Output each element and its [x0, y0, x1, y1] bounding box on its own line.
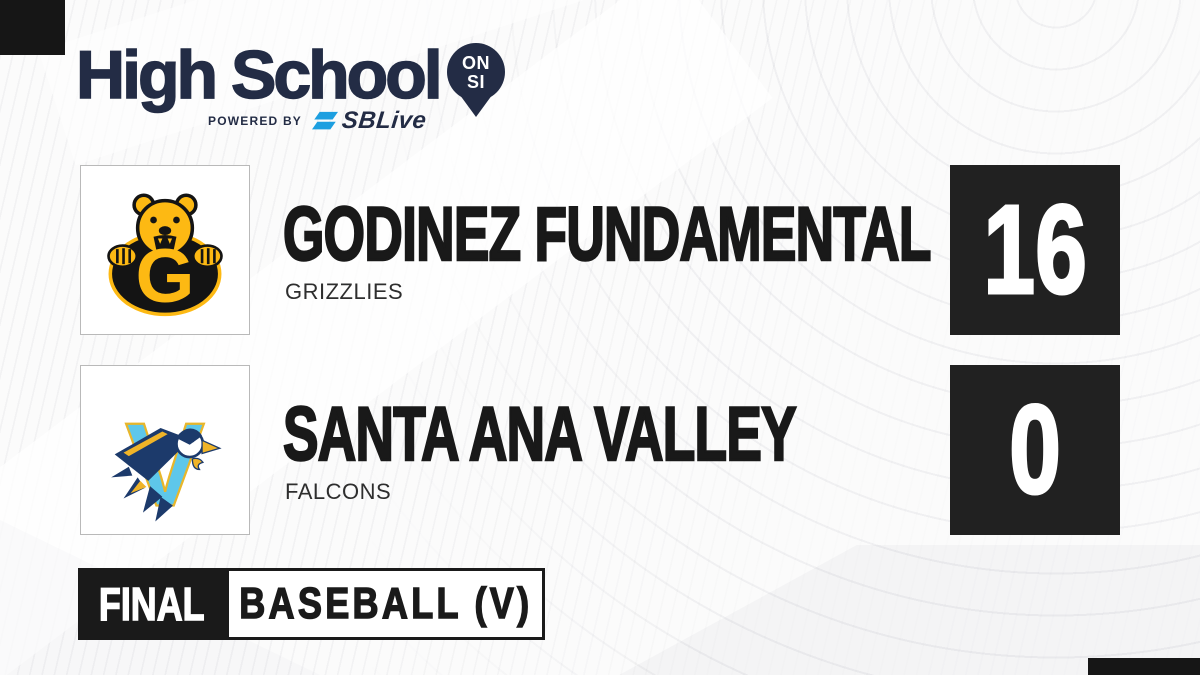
high-school-wordmark: High School: [75, 36, 443, 114]
powered-by-row: POWERED BY SBLive: [208, 107, 428, 135]
pin-on-text: ON: [462, 53, 490, 73]
sblive-bolt-icon: [312, 111, 339, 130]
sblive-logo: SBLive: [312, 107, 428, 135]
top-left-corner-accent: [0, 0, 65, 55]
team-score: 0: [1008, 379, 1062, 520]
santa-ana-valley-logo-tile: V: [80, 365, 250, 535]
team-name: SANTA ANA VALLEY: [282, 392, 797, 477]
event-badge: BASEBALL (V): [226, 568, 545, 640]
sblive-label: SBLive: [340, 107, 428, 134]
godinez-grizzlies-bear-logo: G: [107, 193, 223, 319]
team-mascot: GRIZZLIES: [285, 279, 404, 304]
santa-ana-valley-falcons-logo: V: [111, 397, 222, 525]
team-mascot: FALCONS: [285, 479, 392, 504]
powered-by-label: POWERED BY: [208, 114, 303, 128]
pin-si-text: SI: [467, 72, 485, 92]
event-label: BASEBALL (V): [238, 579, 533, 628]
grizzlies-logo-letter: G: [135, 234, 194, 319]
final-label: FINAL: [99, 578, 206, 630]
final-status-badge: FINAL: [78, 568, 226, 640]
falcon-figure: [111, 427, 222, 522]
on-si-pin-icon: ON SI: [444, 42, 508, 125]
score-tile: 0: [950, 365, 1120, 535]
score-tile: 16: [950, 165, 1120, 335]
bottom-right-corner-accent: [1088, 658, 1200, 675]
team-name: GODINEZ FUNDAMENTAL: [282, 192, 932, 277]
team-score: 16: [982, 179, 1088, 320]
godinez-logo-tile: G: [80, 165, 250, 335]
